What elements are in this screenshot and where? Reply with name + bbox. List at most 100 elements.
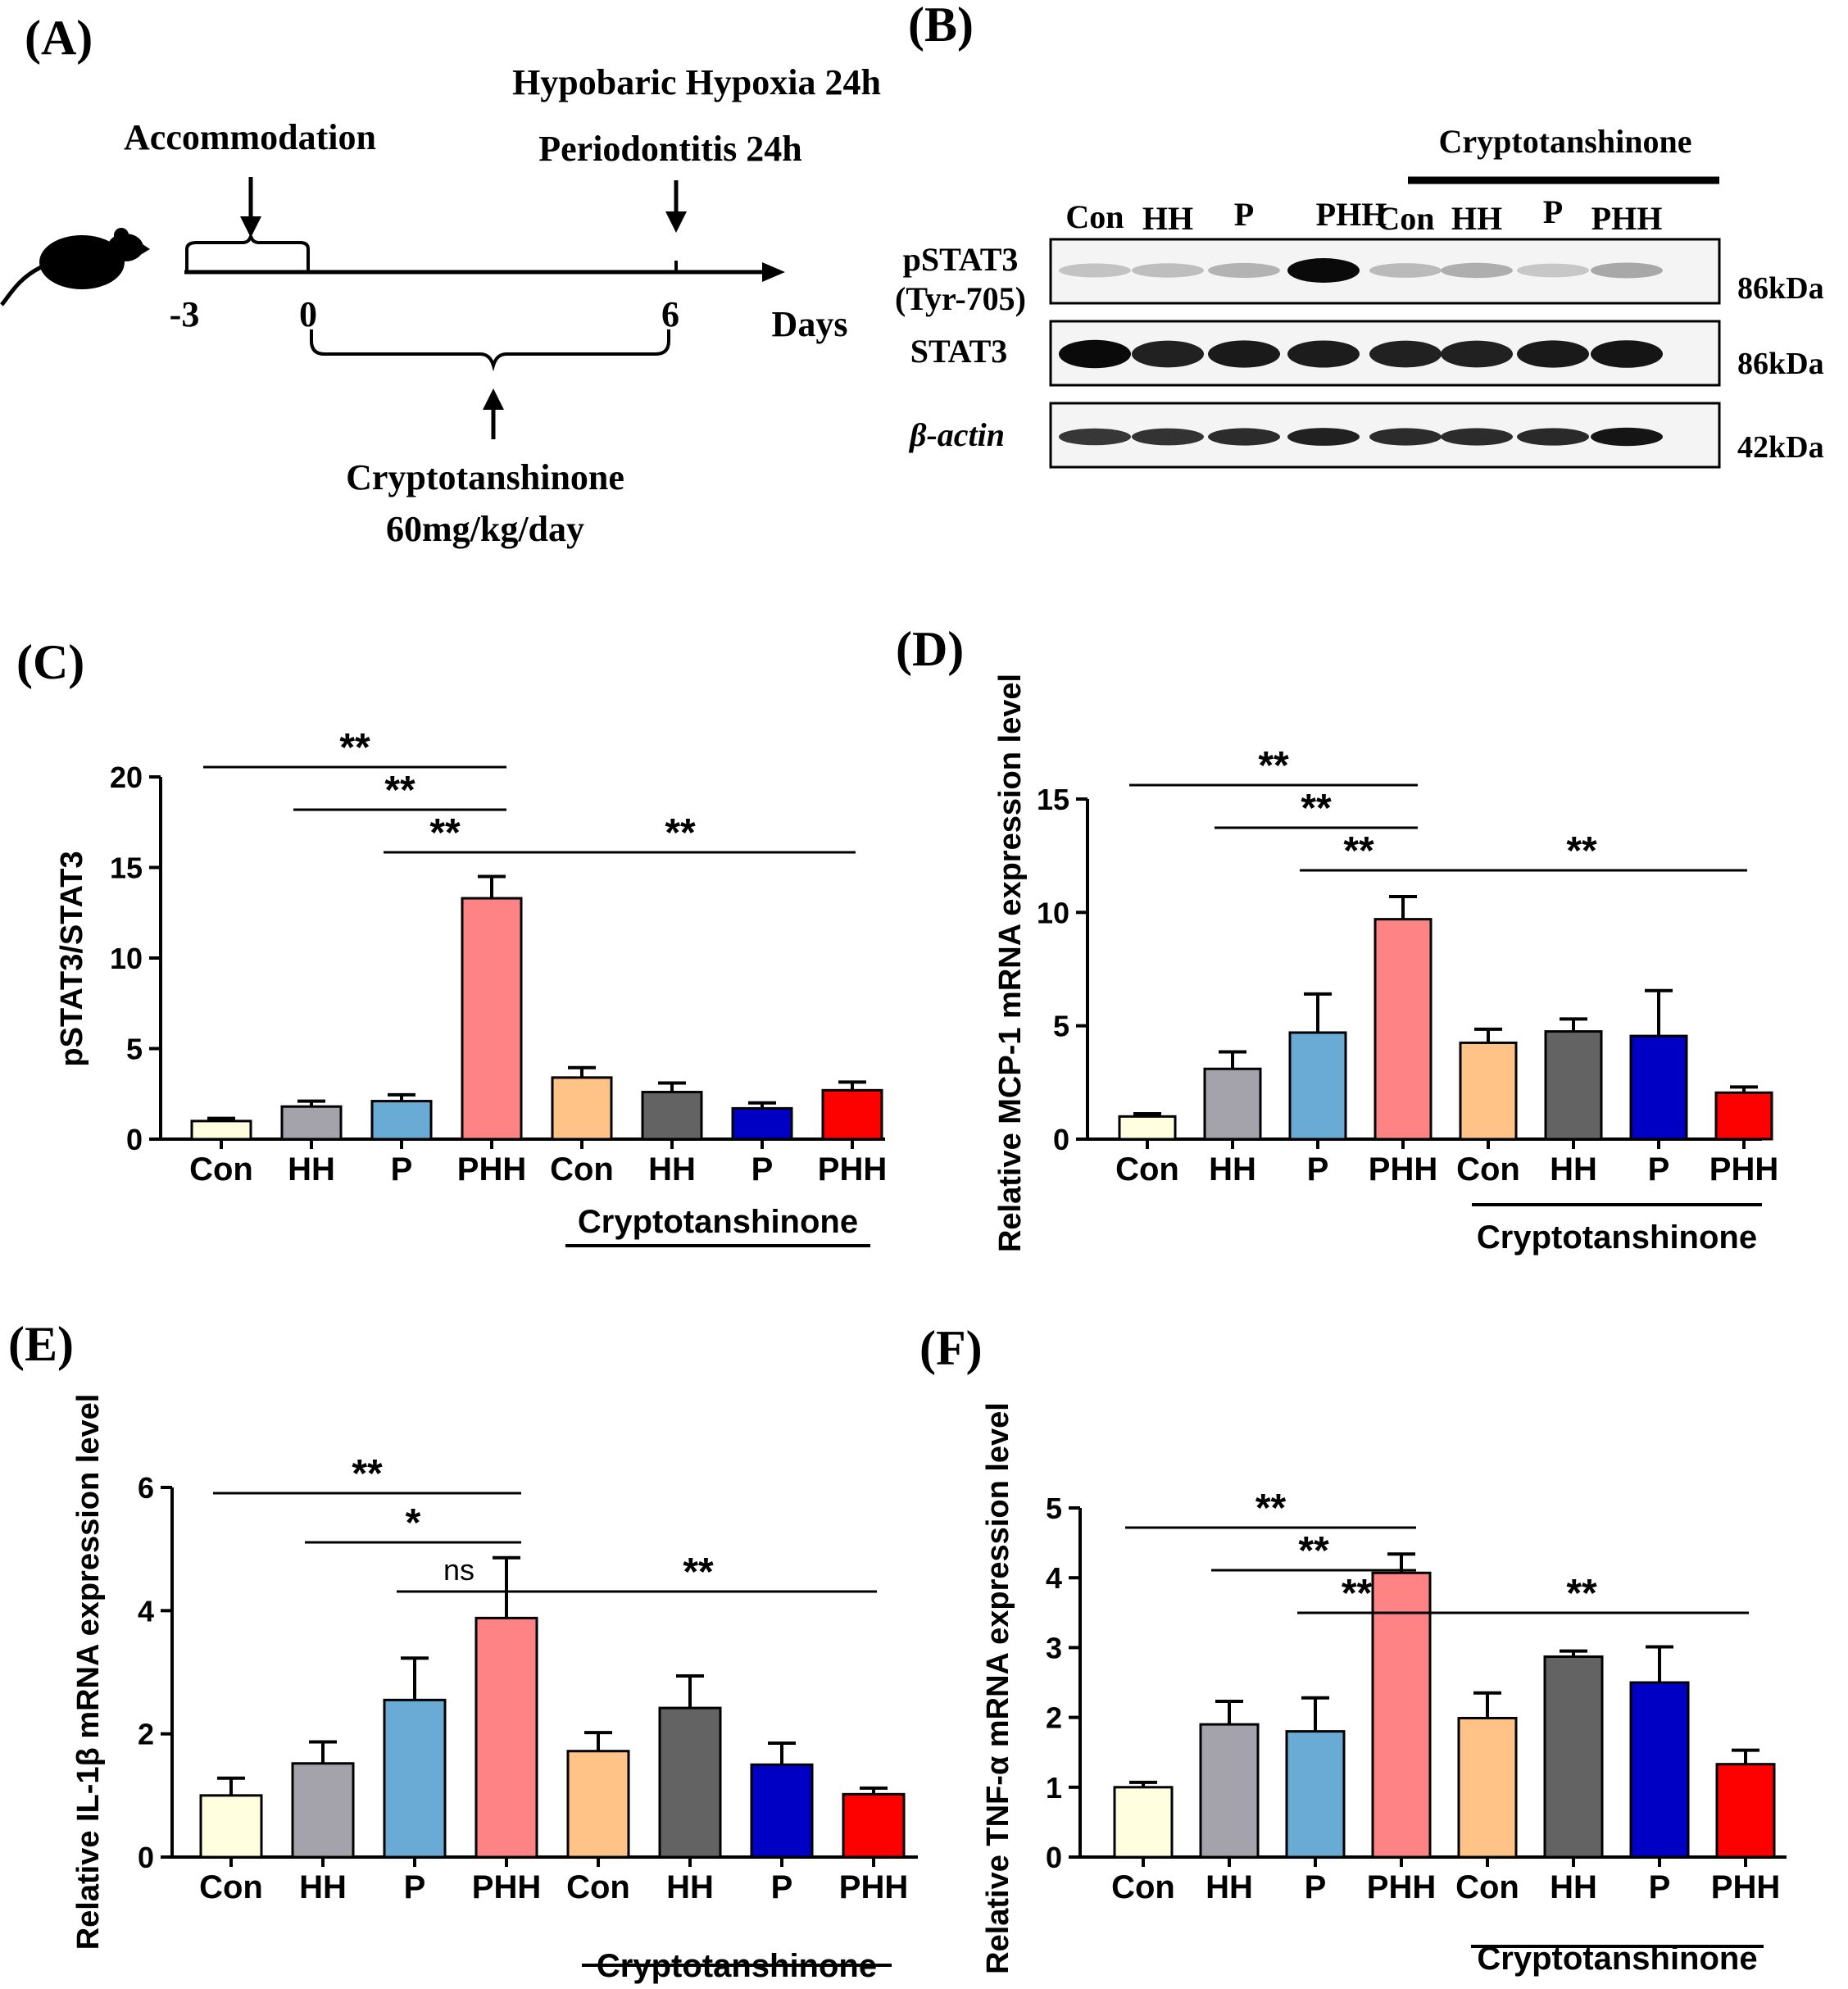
blot-lane-label: PHH: [1591, 200, 1663, 237]
significance-label: **: [1343, 829, 1374, 873]
y-tick-label: 2: [1046, 1701, 1062, 1735]
bar: [731, 1106, 793, 1141]
x-category-label: P: [1648, 1151, 1670, 1187]
x-category-label: HH: [1206, 1869, 1253, 1905]
bar: [1374, 918, 1433, 1141]
drug-label: Cryptotanshinone: [346, 457, 624, 497]
bar: [750, 1763, 814, 1859]
x-category-label: PHH: [472, 1869, 541, 1905]
bar: [1629, 1034, 1688, 1141]
significance-label: **: [339, 726, 370, 770]
y-axis-label: Relative TNF-α mRNA expression level: [981, 1402, 1015, 1974]
bar: [280, 1105, 343, 1141]
y-tick-label: 0: [126, 1123, 143, 1156]
x-category-label: PHH: [1367, 1869, 1436, 1905]
x-category-label: Con: [1111, 1869, 1175, 1905]
y-tick-label: 4: [138, 1594, 154, 1628]
bar: [383, 1698, 447, 1859]
bar: [842, 1792, 906, 1859]
y-tick-label: 15: [1037, 783, 1069, 816]
days-label: Days: [772, 304, 848, 344]
blot-lane-label: Con: [1065, 198, 1124, 235]
x-category-label: P: [1307, 1151, 1329, 1187]
significance-label: **: [1342, 1572, 1373, 1615]
pstat3-band: [1132, 263, 1204, 278]
blot-lane-label: HH: [1142, 200, 1193, 237]
significance-label: **: [1566, 1572, 1597, 1615]
x-category-label: Con: [1115, 1151, 1179, 1187]
accommodation-label: Accommodation: [124, 117, 376, 157]
y-tick-label: 20: [110, 761, 143, 794]
x-category-label: P: [391, 1151, 413, 1187]
y-tick-label: 0: [138, 1841, 154, 1874]
treatment-brace: [310, 329, 670, 372]
x-category-label: PHH: [1710, 1151, 1778, 1187]
significance-label: ns: [443, 1553, 474, 1587]
timeline-arrowhead: [762, 262, 785, 282]
bar: [1459, 1041, 1518, 1141]
x-category-label: HH: [299, 1869, 347, 1905]
y-tick-label: 0: [1046, 1841, 1062, 1874]
x-category-label: P: [1305, 1869, 1327, 1905]
y-tick-label: 0: [1053, 1123, 1069, 1156]
actin-label: β-actin: [908, 416, 1005, 453]
stat3-band: [1132, 340, 1204, 368]
stat3-band: [1441, 340, 1513, 368]
bar: [1544, 1030, 1603, 1141]
y-tick-label: 6: [138, 1471, 154, 1505]
chart-c-pstat3: 0 5 10 15 20 Con HH P PHH Con HH P PHH pSTAT3/STAT3 Cr…: [55, 726, 887, 1247]
x-category-label: Con: [550, 1151, 614, 1187]
bar: [474, 1616, 538, 1859]
blot-lane-label: PHH: [1316, 196, 1387, 233]
bar: [1288, 1031, 1347, 1141]
y-axis-label: pSTAT3/STAT3: [55, 851, 89, 1066]
actin-band: [1441, 428, 1513, 446]
stat3-band: [1059, 339, 1131, 369]
bar: [1113, 1786, 1174, 1859]
y-axis-label: Relative MCP-1 mRNA expression level: [993, 674, 1028, 1252]
group-label: Cryptotanshinone: [578, 1204, 858, 1240]
x-category-label: P: [404, 1869, 426, 1905]
x-category-label: P: [751, 1151, 774, 1187]
bar: [551, 1076, 613, 1141]
panel-a: (A) Accommodation Hypobaric Hypoxia 24h …: [0, 11, 881, 549]
significance-label: **: [352, 1452, 383, 1496]
stat3-band: [1591, 340, 1663, 368]
stat3-band: [1517, 340, 1589, 368]
hypoxia-label: Hypobaric Hypoxia 24h: [512, 62, 881, 102]
actin-band: [1208, 428, 1280, 446]
y-tick-label: 1: [1046, 1771, 1062, 1805]
bar: [1714, 1091, 1773, 1141]
bar: [291, 1762, 355, 1859]
arrow-down-icon: [665, 211, 687, 233]
actin-band: [1132, 428, 1204, 446]
actin-size-label: 42kDa: [1737, 430, 1824, 465]
significance-label: **: [1258, 744, 1289, 788]
actin-band: [1517, 428, 1589, 446]
bar: [1543, 1655, 1604, 1859]
group-label: Cryptotanshinone: [1477, 1219, 1757, 1256]
panel-label-a: (A): [25, 11, 93, 65]
y-tick-label: 3: [1046, 1631, 1062, 1664]
pstat3-size-label: 86kDa: [1737, 271, 1824, 306]
x-category-label: HH: [288, 1151, 335, 1187]
x-category-label: HH: [666, 1869, 714, 1905]
group-label: Cryptotanshinone: [1477, 1941, 1757, 1977]
bar: [1203, 1067, 1262, 1141]
bar: [641, 1091, 703, 1141]
chart-d-mcp1: 0 5 10 15 Con HH P PHH Con HH P PHH Relative MCP-1 m…: [993, 674, 1778, 1256]
x-category-label: Con: [199, 1869, 263, 1905]
y-tick-label: 4: [1046, 1561, 1062, 1595]
panel-label-d: (D): [896, 622, 964, 676]
x-category-label: P: [1649, 1869, 1671, 1905]
x-category-label: HH: [1550, 1151, 1597, 1187]
significance-label: **: [1301, 787, 1332, 830]
blot-lane-label: P: [1543, 193, 1563, 230]
significance-label: **: [1298, 1529, 1329, 1573]
panel-label-f: (F): [919, 1321, 983, 1375]
x-category-label: PHH: [1369, 1151, 1437, 1187]
accommodation-brace: [185, 235, 310, 261]
bar: [190, 1119, 252, 1141]
group-label: Cryptotanshinone: [597, 1948, 877, 1984]
